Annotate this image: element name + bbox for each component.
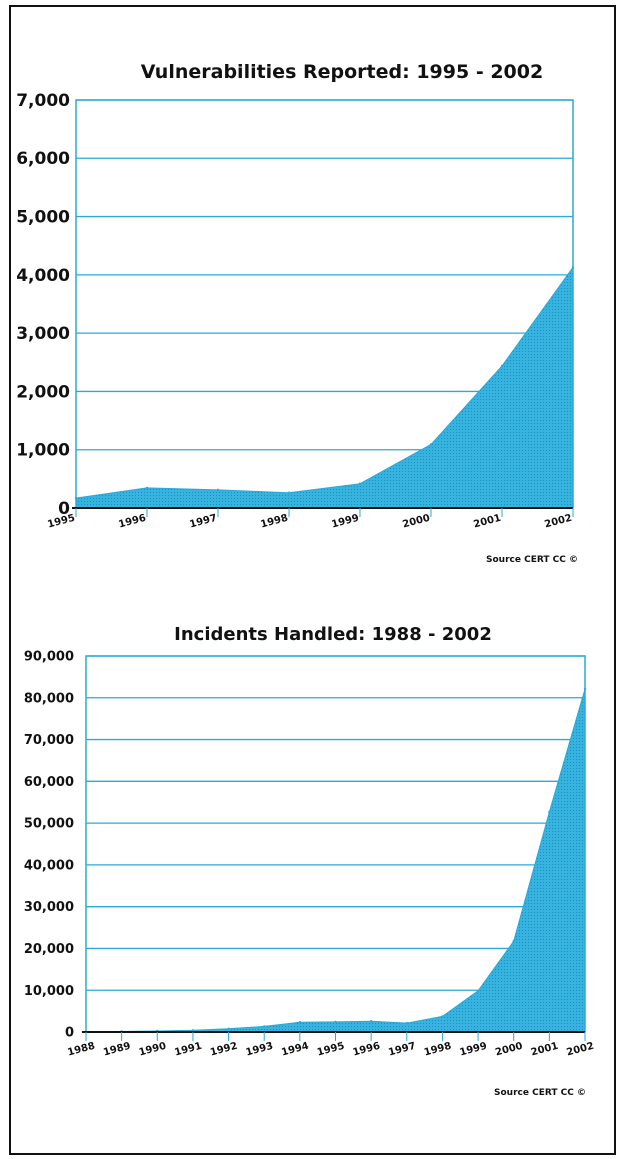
chart2-source: Source CERT CC © (494, 1088, 586, 1098)
chart2-x-tick-label: 2000 (494, 1041, 524, 1059)
chart1-x-tick-label: 2001 (472, 513, 502, 531)
chart2-x-tick-label: 1998 (423, 1041, 453, 1059)
chart2-plot-border (85, 655, 586, 1032)
chart1-x-tick-label: 1995 (46, 513, 76, 531)
chart2-title: Incidents Handled: 1988 - 2002 (174, 624, 492, 645)
chart1-data-point (358, 482, 362, 485)
chart2-x-tick-label: 1997 (387, 1041, 417, 1059)
chart2-data-point (512, 939, 515, 943)
chart2-y-tick-label: 60,000 (24, 775, 74, 790)
chart1-x-tick-label: 1998 (259, 513, 289, 531)
chart2-plot: 0 10,000 20,000 30,000 40,000 50,000 60,000 70,… (24, 650, 595, 1059)
chart2-y-tick-label: 70,000 (24, 733, 74, 748)
chart2-x-tick-label: 1991 (173, 1041, 203, 1059)
chart2-y-tick-label: 30,000 (24, 900, 74, 915)
chart2-x-tick-label: 1996 (352, 1041, 382, 1059)
chart1-y-tick-label: 5,000 (16, 208, 70, 228)
chart2-y-tick-label: 40,000 (24, 858, 74, 873)
chart1-source: Source CERT CC © (486, 555, 578, 565)
chart1-data-point (216, 488, 220, 492)
chart2-data-point (548, 810, 551, 814)
chart2-x-tick-label: 1989 (102, 1041, 132, 1059)
chart2-data-point (476, 989, 480, 993)
page-frame (9, 5, 616, 1155)
chart2-x-tick-label: 1994 (280, 1041, 310, 1059)
chart2-data-point (369, 1020, 373, 1023)
chart2-data-point (441, 1015, 444, 1018)
chart2-y-tick-label: 10,000 (24, 984, 74, 999)
chart2-data-point (263, 1025, 266, 1028)
chart2-x-tick-label: 1995 (316, 1041, 346, 1059)
chart1-y-tick-label: 7,000 (16, 91, 70, 111)
chart2-data-point (227, 1027, 230, 1030)
chart1-x-tick-label: 2000 (401, 513, 431, 531)
chart2-data-point (405, 1021, 408, 1025)
chart2-x-tick-label: 1999 (459, 1041, 489, 1059)
chart1-y-tick-label: 2,000 (16, 382, 70, 402)
chart1-y-tick-label: 4,000 (16, 266, 70, 286)
chart1-data-point (145, 486, 149, 490)
chart2-x-tick-label: 2001 (530, 1041, 560, 1059)
chart2-y-tick-label: 20,000 (24, 942, 74, 957)
chart2-data-point (334, 1020, 337, 1024)
chart1-y-tick-label: 3,000 (16, 324, 70, 344)
chart1-x-tick-label: 1999 (330, 513, 360, 531)
chart1-x-tick-label: 1996 (117, 513, 147, 531)
chart1-y-tick-label: 6,000 (16, 149, 70, 169)
chart2-x-tick-label: 1988 (66, 1041, 96, 1059)
chart1-x-tick-label: 2002 (543, 513, 573, 531)
chart2-y-tick-label: 90,000 (24, 650, 74, 665)
chart2-data-point (191, 1029, 195, 1032)
chart1-plot-border (75, 99, 574, 508)
chart1-data-point (429, 443, 433, 446)
chart1-title: Vulnerabilities Reported: 1995 - 2002 (141, 61, 543, 83)
chart2-x-tick-label: 1993 (245, 1041, 275, 1059)
chart2-y-tick-label: 80,000 (24, 691, 74, 706)
chart2-x-tick-label: 1990 (138, 1041, 168, 1059)
chart1-y-tick-label: 0 (58, 499, 70, 519)
chart1-y-tick-label: 1,000 (16, 441, 70, 461)
chart2-x-tick-label: 2002 (565, 1041, 595, 1059)
chart2-area-series (85, 688, 586, 1033)
chart1-x-tick-label: 1997 (188, 513, 218, 531)
chart1-data-point (287, 491, 291, 494)
chart1-data-point (500, 364, 504, 368)
chart1-area-series (75, 265, 574, 509)
chart2-x-tick-label: 1992 (209, 1041, 239, 1059)
chart2-y-tick-label: 50,000 (24, 817, 74, 832)
chart2-data-point (298, 1021, 302, 1024)
chart2-y-tick-label: 0 (65, 1026, 74, 1041)
chart1-plot: 0 1,000 2,000 3,000 4,000 5,000 6,000 7,000 1995… (16, 91, 575, 531)
